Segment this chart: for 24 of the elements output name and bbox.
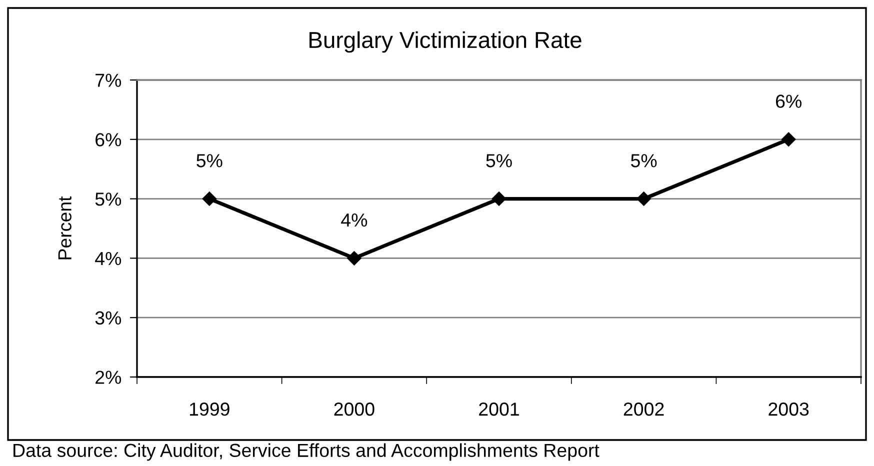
y-tick-label: 6% xyxy=(96,133,122,146)
y-tick-label: 3% xyxy=(95,311,122,325)
y-tick-label: 4% xyxy=(95,252,122,266)
chart-title: Burglary Victimization Rate xyxy=(310,31,582,53)
x-tick-label: 1999 xyxy=(190,402,230,416)
point xyxy=(347,251,362,266)
y-tick-label: 7% xyxy=(96,74,122,87)
point xyxy=(202,192,216,206)
data-label: 5% xyxy=(486,154,512,168)
data-label: 4% xyxy=(341,214,368,227)
y-axis-title: Percent xyxy=(58,196,72,260)
data-label: 5% xyxy=(196,154,222,168)
point xyxy=(636,192,651,206)
x-tick-label: 2001 xyxy=(479,402,519,416)
point xyxy=(782,132,796,146)
x-tick-label: 2003 xyxy=(768,402,809,416)
y-tick-label: 5% xyxy=(95,192,122,206)
y-tick-label: 2% xyxy=(96,370,122,384)
x-tick-label: 2002 xyxy=(624,402,664,416)
source-note: Data source: City Auditor, Service Efforts and Accomplishments Report xyxy=(14,443,600,461)
x-tick-label: 2000 xyxy=(334,402,374,416)
data-label: 6% xyxy=(776,94,802,108)
data-label: 5% xyxy=(631,154,657,168)
point xyxy=(492,192,506,206)
